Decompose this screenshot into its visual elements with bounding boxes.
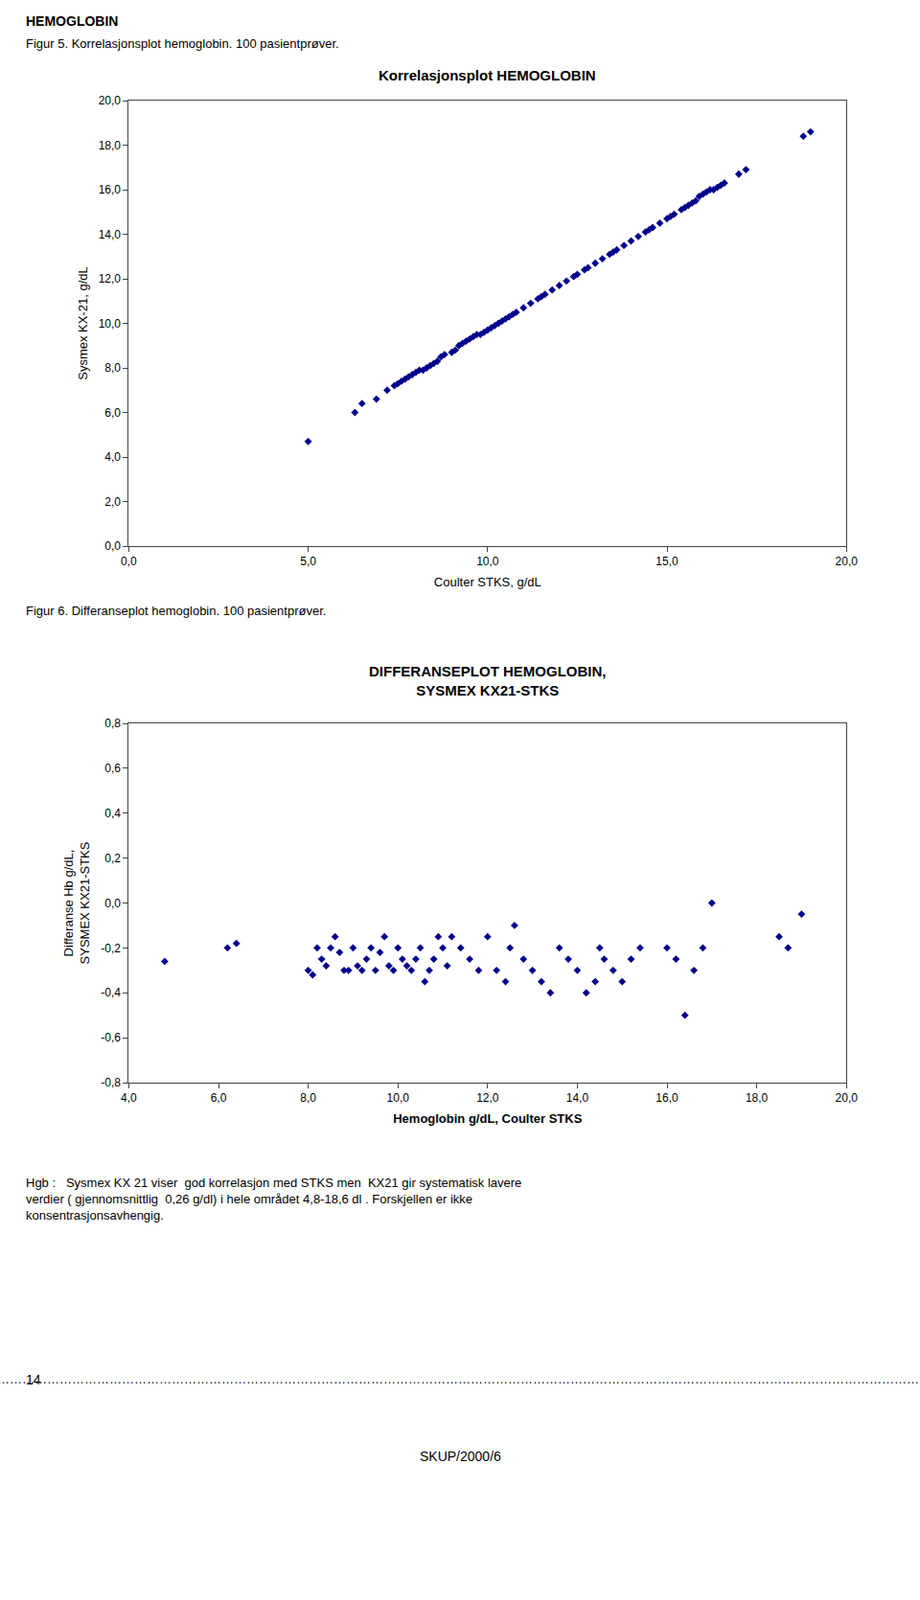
svg-text:16,0: 16,0: [98, 183, 122, 197]
svg-text:Differanse Hb g/dL,SYSMEX KX21: Differanse Hb g/dL,SYSMEX KX21-STKS: [61, 841, 92, 965]
svg-text:Sysmex KX-21, g/dL: Sysmex KX-21, g/dL: [75, 266, 91, 381]
svg-text:16,0: 16,0: [655, 1091, 679, 1105]
svg-text:DIFFERANSEPLOT HEMOGLOBIN,SYSM: DIFFERANSEPLOT HEMOGLOBIN,SYSMEX KX21-ST…: [368, 663, 607, 699]
svg-text:Figur 6. Differanseplot hemogl: Figur 6. Differanseplot hemoglobin. 100 …: [25, 603, 326, 619]
svg-text:Figur 5. Korrelasjonsplot hemo: Figur 5. Korrelasjonsplot hemoglobin. 10…: [25, 36, 340, 51]
svg-text:6,0: 6,0: [210, 1091, 228, 1105]
svg-text:Korrelasjonsplot HEMOGLOBIN: Korrelasjonsplot HEMOGLOBIN: [378, 67, 597, 84]
svg-text:15,0: 15,0: [655, 554, 679, 569]
svg-text:4,0: 4,0: [120, 1091, 138, 1105]
svg-text:18,0: 18,0: [745, 1091, 769, 1105]
svg-text:0,6: 0,6: [104, 761, 121, 776]
svg-text:5,0: 5,0: [299, 554, 317, 569]
svg-text:6,0: 6,0: [104, 406, 121, 420]
svg-text:Hemoglobin g/dL, Coulter STKS: Hemoglobin g/dL, Coulter STKS: [392, 1111, 582, 1127]
svg-text:Hgb : Sysmex KX 21 viser go: Hgb : Sysmex KX 21 viser god korrelasjon…: [25, 1175, 522, 1223]
svg-text:14,0: 14,0: [566, 1091, 590, 1105]
svg-text:-0,4: -0,4: [100, 986, 121, 1000]
svg-text:14,0: 14,0: [98, 228, 122, 242]
svg-text:SKUP/2000/6: SKUP/2000/6: [419, 1449, 502, 1465]
svg-text:18,0: 18,0: [98, 138, 122, 153]
svg-text:0,8: 0,8: [104, 716, 121, 731]
svg-text:4,0: 4,0: [104, 450, 121, 464]
svg-text:8,0: 8,0: [299, 1091, 317, 1105]
svg-text:8,0: 8,0: [104, 361, 121, 375]
svg-text:20,0: 20,0: [835, 554, 859, 569]
svg-text:-0,2: -0,2: [100, 942, 121, 956]
svg-text:12,0: 12,0: [98, 272, 122, 286]
svg-text:10,0: 10,0: [476, 554, 500, 569]
svg-text:………………………………………………………………………………: ……………………………………………………………………………………………………………: [0, 1372, 920, 1387]
svg-text:HEMOGLOBIN: HEMOGLOBIN: [25, 13, 118, 29]
svg-text:20,0: 20,0: [835, 1091, 859, 1105]
svg-text:10,0: 10,0: [387, 1091, 411, 1105]
svg-text:10,0: 10,0: [98, 317, 122, 331]
svg-text:-0,6: -0,6: [100, 1031, 121, 1045]
svg-text:14: 14: [25, 1372, 42, 1388]
svg-text:0,0: 0,0: [104, 539, 121, 553]
svg-text:20,0: 20,0: [98, 93, 122, 108]
svg-text:12,0: 12,0: [476, 1091, 500, 1105]
svg-text:-0,8: -0,8: [100, 1076, 121, 1090]
svg-text:0,2: 0,2: [104, 851, 121, 866]
svg-text:0,4: 0,4: [104, 806, 121, 821]
svg-text:0,0: 0,0: [120, 554, 138, 569]
svg-text:Coulter STKS, g/dL: Coulter STKS, g/dL: [434, 575, 542, 590]
svg-text:2,0: 2,0: [104, 495, 121, 509]
svg-text:0,0: 0,0: [104, 897, 121, 911]
